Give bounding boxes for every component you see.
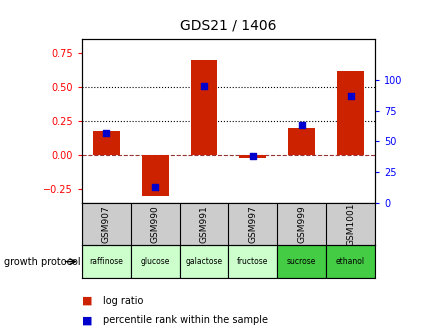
Text: GSM907: GSM907 — [101, 205, 111, 243]
Text: percentile rank within the sample: percentile rank within the sample — [103, 316, 268, 325]
Bar — [190, 60, 217, 155]
Point — [249, 153, 256, 159]
Point — [346, 93, 353, 98]
Text: ethanol: ethanol — [335, 257, 364, 266]
Bar — [326, 245, 374, 278]
Text: growth protocol: growth protocol — [4, 257, 81, 267]
Text: fructose: fructose — [237, 257, 268, 266]
Bar — [141, 155, 168, 196]
Text: GSM991: GSM991 — [199, 205, 208, 243]
Point — [298, 123, 304, 128]
Bar — [130, 245, 179, 278]
Bar — [82, 245, 130, 278]
Text: GSM990: GSM990 — [150, 205, 159, 243]
Text: ■: ■ — [82, 296, 92, 306]
Bar — [239, 155, 266, 158]
Bar — [228, 245, 276, 278]
Text: ■: ■ — [82, 316, 92, 325]
Text: raffinose: raffinose — [89, 257, 123, 266]
Bar — [276, 245, 326, 278]
Bar — [92, 130, 120, 155]
Bar — [336, 71, 363, 155]
Text: log ratio: log ratio — [103, 296, 144, 306]
Text: GDS21 / 1406: GDS21 / 1406 — [180, 19, 276, 33]
Text: sucrose: sucrose — [286, 257, 316, 266]
Point — [200, 83, 207, 89]
Text: galactose: galactose — [185, 257, 222, 266]
Text: glucose: glucose — [140, 257, 169, 266]
Text: GSM997: GSM997 — [248, 205, 257, 243]
Point — [103, 130, 110, 135]
Bar — [179, 245, 228, 278]
Bar — [288, 128, 314, 155]
Text: GSM1001: GSM1001 — [345, 202, 354, 246]
Text: GSM999: GSM999 — [297, 205, 305, 243]
Point — [151, 184, 158, 189]
